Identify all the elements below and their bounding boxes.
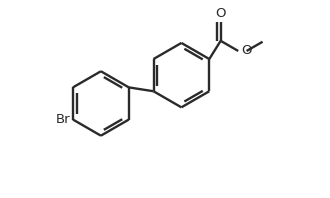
- Text: O: O: [241, 45, 251, 57]
- Text: O: O: [215, 7, 226, 20]
- Text: Br: Br: [55, 113, 70, 126]
